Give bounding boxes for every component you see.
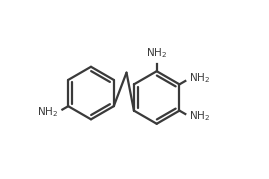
Text: NH$_2$: NH$_2$	[189, 110, 211, 123]
Text: NH$_2$: NH$_2$	[189, 72, 211, 86]
Text: NH$_2$: NH$_2$	[146, 46, 167, 60]
Text: NH$_2$: NH$_2$	[37, 105, 58, 119]
